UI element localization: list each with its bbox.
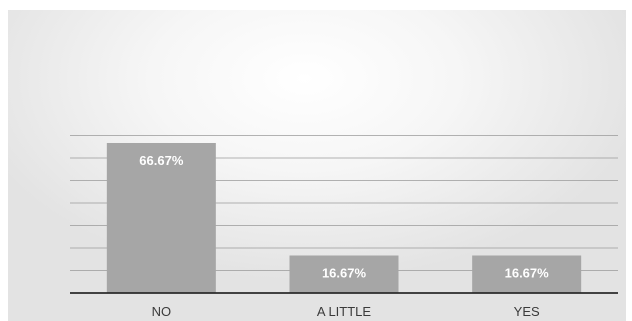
bar-no	[106, 142, 216, 293]
chart-area: 66.67% 16.67% 16.67% NO A LITTLE YES	[8, 10, 626, 321]
category-label: YES	[514, 304, 540, 319]
bar-a-little	[289, 255, 399, 293]
x-axis: NO A LITTLE YES	[70, 292, 618, 319]
bars: 66.67% 16.67% 16.67%	[106, 142, 582, 293]
bar-yes	[472, 255, 582, 293]
category-label: NO	[152, 304, 172, 319]
bar-chart: 66.67% 16.67% 16.67% NO A LITTLE YES	[70, 135, 618, 319]
category-label: A LITTLE	[317, 304, 372, 319]
data-label: 16.67%	[505, 265, 550, 280]
data-label: 66.67%	[139, 153, 184, 168]
data-label: 16.67%	[322, 265, 367, 280]
